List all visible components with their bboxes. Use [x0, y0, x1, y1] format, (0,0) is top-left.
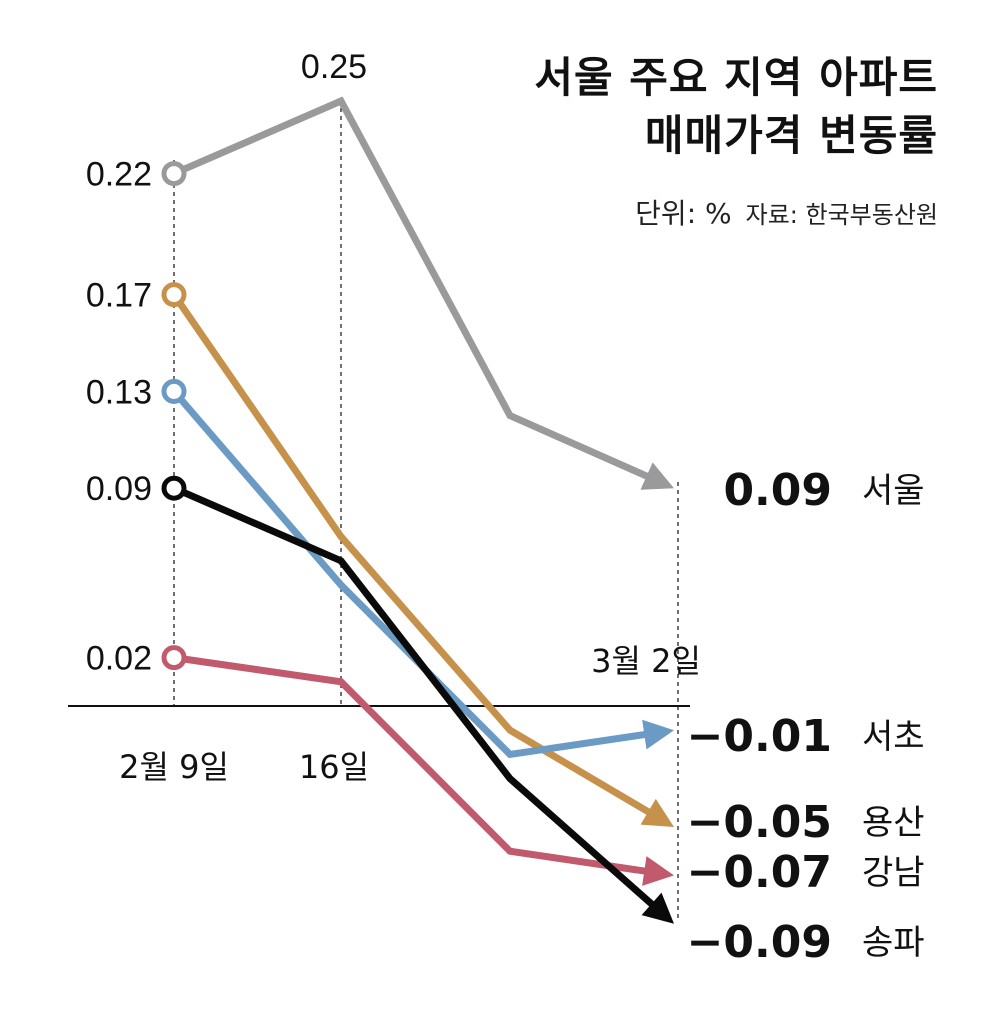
series-start-marker-강남 — [161, 645, 187, 671]
series-start-marker-용산 — [161, 282, 187, 308]
peak-value-label-서울: 0.25 — [301, 48, 367, 86]
x-tick-label: 3월 2일 — [591, 642, 701, 680]
series-arrowhead-강남 — [642, 856, 674, 886]
series-name-label-강남: 강남 — [862, 853, 925, 893]
series-arrowhead-서울 — [640, 462, 674, 490]
end-value-label-송파: −0.09 — [687, 917, 832, 968]
series-line-송파 — [172, 484, 656, 908]
series-name-label-용산: 용산 — [862, 803, 925, 843]
series-start-marker-송파 — [161, 475, 187, 501]
series-arrowhead-서초 — [642, 719, 674, 750]
unit-label: 단위: % — [635, 197, 732, 230]
start-value-label-서초: 0.13 — [86, 373, 152, 411]
end-value-label-서초: −0.01 — [687, 711, 832, 762]
series-start-marker-서초 — [161, 378, 187, 404]
start-value-label-용산: 0.17 — [86, 277, 152, 315]
source-label: 자료: 한국부동산원 — [745, 201, 938, 229]
series-name-label-서초: 서초 — [862, 717, 925, 757]
series-name-label-송파: 송파 — [862, 923, 925, 963]
end-value-label-강남: −0.07 — [687, 847, 832, 898]
series-line-용산 — [171, 292, 652, 816]
series-start-marker-서울 — [161, 161, 187, 187]
start-value-label-강남: 0.02 — [86, 640, 152, 678]
start-value-label-서울: 0.22 — [86, 156, 152, 194]
end-value-label-용산: −0.05 — [687, 797, 832, 848]
chart-title-line1: 서울 주요 지역 아파트 — [534, 53, 938, 102]
x-tick-label: 16일 — [299, 748, 369, 786]
series-line-강남 — [173, 654, 647, 875]
chart-title-line2: 매매가격 변동률 — [644, 111, 938, 160]
series-name-label-서울: 서울 — [862, 471, 925, 511]
series-arrowhead-송파 — [641, 892, 674, 924]
series-arrowhead-용산 — [640, 798, 674, 827]
x-tick-label: 2월 9일 — [119, 748, 229, 786]
unit-source-note: 단위: % 자료: 한국부동산원 — [635, 192, 938, 232]
start-value-label-송파: 0.09 — [86, 470, 152, 508]
series-line-서울 — [172, 96, 650, 481]
end-value-label-서울: 0.09 — [723, 465, 832, 516]
